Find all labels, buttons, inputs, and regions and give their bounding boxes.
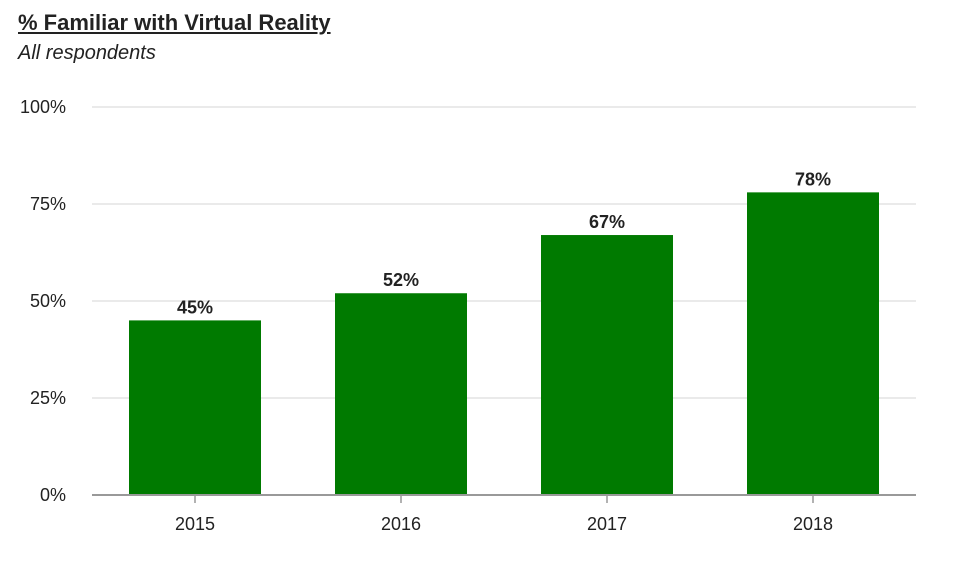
y-axis-ticks: 0% 25% 50% 75% 100% — [20, 97, 66, 505]
y-tick-label: 75% — [30, 194, 66, 214]
data-label: 45% — [177, 297, 213, 317]
y-tick-label: 100% — [20, 97, 66, 117]
chart-title: % Familiar with Virtual Reality — [18, 10, 331, 35]
x-tick-label: 2017 — [587, 514, 627, 534]
x-tick-label: 2018 — [793, 514, 833, 534]
data-labels: 45% 52% 67% 78% — [177, 169, 831, 317]
x-tick-label: 2015 — [175, 514, 215, 534]
bar — [747, 192, 879, 496]
y-tick-label: 50% — [30, 291, 66, 311]
y-tick-label: 25% — [30, 388, 66, 408]
bar — [541, 235, 673, 496]
x-axis-ticks: 2015 2016 2017 2018 — [175, 495, 833, 534]
y-tick-label: 0% — [40, 485, 66, 505]
bars — [129, 192, 879, 496]
data-label: 78% — [795, 169, 831, 189]
bar — [129, 320, 261, 495]
data-label: 67% — [589, 212, 625, 232]
data-label: 52% — [383, 270, 419, 290]
bar — [335, 293, 467, 495]
chart-subtitle: All respondents — [18, 42, 156, 64]
x-tick-label: 2016 — [381, 514, 421, 534]
